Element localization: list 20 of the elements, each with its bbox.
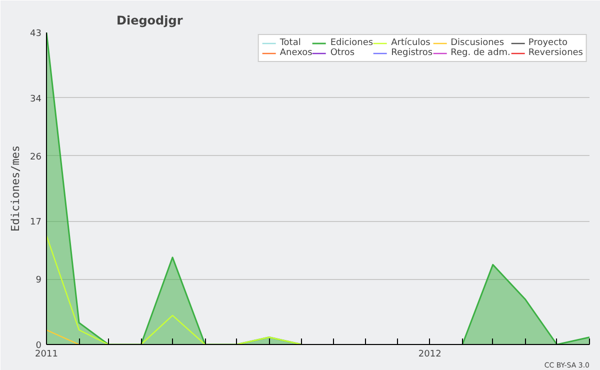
y-tick-label: 43: [30, 29, 42, 39]
legend-label: Ediciones: [330, 38, 374, 48]
y-tick-label: 9: [36, 276, 42, 286]
y-tick-label: 34: [30, 94, 42, 104]
y-tick-label: 0: [36, 341, 42, 351]
legend-label: Discusiones: [450, 38, 504, 48]
x-tick-label: 2011: [35, 350, 58, 360]
legend-label: Registros: [391, 48, 433, 58]
legend-label: Reg. de adm.: [450, 48, 510, 58]
legend-label: Artículos: [391, 38, 430, 48]
legend-label: Anexos: [280, 48, 312, 58]
y-tick-label: 26: [30, 152, 42, 162]
y-axis-title: Ediciones/mes: [9, 145, 22, 232]
y-tick-label: 17: [30, 218, 42, 228]
legend-label: Reversiones: [528, 48, 583, 58]
legend-label: Otros: [330, 48, 355, 58]
legend-label: Proyecto: [528, 38, 568, 48]
legend-label: Total: [280, 38, 301, 48]
chart-title: Diegodjgr: [116, 14, 183, 28]
x-tick-label: 2012: [418, 350, 442, 360]
